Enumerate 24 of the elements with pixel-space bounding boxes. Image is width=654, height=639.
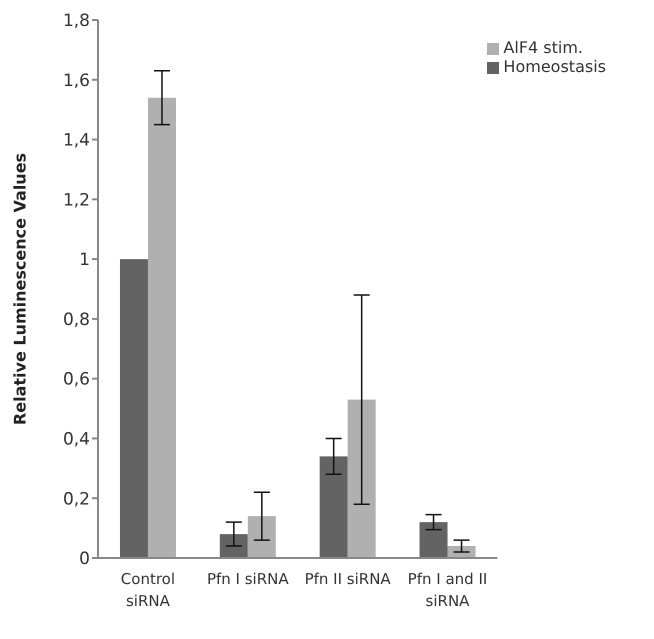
y-tick-label: 0,6 <box>62 370 90 390</box>
x-tick-label: Pfn I siRNA <box>206 570 290 588</box>
y-axis-title: Relative Luminescence Values <box>10 152 30 426</box>
legend-label: AlF4 stim. <box>503 38 584 57</box>
bar <box>220 534 248 558</box>
bar <box>348 400 376 558</box>
y-tick-label: 1,4 <box>62 130 90 151</box>
y-tick-label: 0,4 <box>62 429 90 450</box>
y-tick-label: 1,8 <box>62 11 90 32</box>
y-tick-label: 1,6 <box>62 70 90 91</box>
y-tick-label: 0,8 <box>62 310 90 330</box>
legend-label: Homeostasis <box>503 57 606 76</box>
y-tick-label: 0 <box>79 549 90 570</box>
x-tick-label: Control siRNA <box>120 570 176 610</box>
x-tick-label: Pfn II siRNA <box>304 570 392 588</box>
bar <box>148 98 176 558</box>
bar <box>320 456 348 558</box>
bar <box>420 522 448 558</box>
bar <box>248 516 276 558</box>
bar <box>120 259 148 558</box>
y-tick-label: 1,2 <box>62 190 90 210</box>
y-tick-label: 0,2 <box>62 489 90 510</box>
y-tick-label: 1 <box>79 250 90 270</box>
x-tick-label: Pfn I and II siRNA <box>408 570 488 610</box>
